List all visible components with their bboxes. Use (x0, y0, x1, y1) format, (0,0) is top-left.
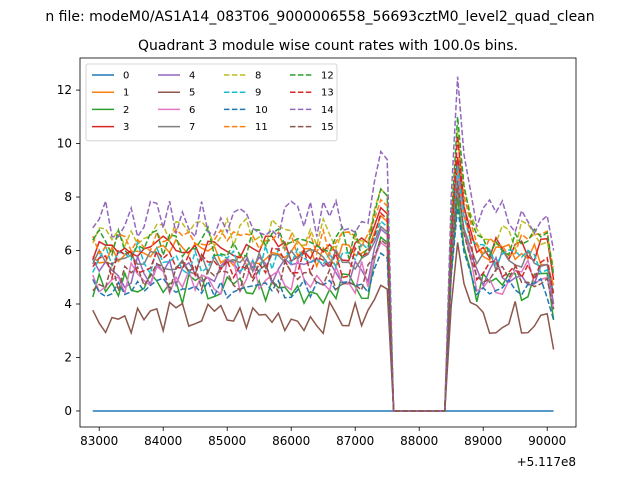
y-tick-label: 0 (64, 404, 72, 418)
series-line-14 (92, 76, 555, 412)
series-line-5 (92, 242, 555, 412)
x-tick-label: 87000 (336, 434, 374, 448)
y-tick-label: 4 (64, 297, 72, 311)
chart-title: Quadrant 3 module wise count rates with … (138, 38, 518, 54)
legend-label-2: 2 (123, 105, 129, 116)
x-axis: 83000 84000 85000 86000 87000 88000 89000 90000 (80, 427, 566, 448)
legend-label-13: 13 (321, 88, 334, 99)
series-line-13 (92, 135, 555, 412)
x-tick-label: 89000 (464, 434, 502, 448)
legend-label-1: 1 (123, 88, 129, 99)
series-line-15 (92, 180, 555, 412)
legend-label-4: 4 (189, 71, 195, 82)
y-tick-label: 2 (64, 350, 72, 364)
series-line-4 (92, 180, 555, 412)
legend-label-14: 14 (321, 105, 334, 116)
legend-label-8: 8 (255, 71, 261, 82)
legend-frame (85, 63, 338, 142)
y-axis: 0 2 4 6 8 10 12 (57, 83, 80, 418)
y-tick-label: 10 (57, 137, 72, 151)
series-line-12 (92, 116, 555, 412)
x-tick-label: 86000 (272, 434, 310, 448)
x-tick-label: 84000 (144, 434, 182, 448)
series-line-11 (92, 138, 555, 412)
legend-label-12: 12 (321, 71, 334, 82)
y-tick-label: 8 (64, 190, 72, 204)
series-line-2 (92, 196, 555, 412)
y-tick-label: 12 (57, 83, 72, 97)
x-tick-label: 83000 (80, 434, 118, 448)
series-line-8 (92, 130, 555, 412)
series-line-7 (92, 188, 555, 412)
legend-label-15: 15 (321, 122, 334, 133)
x-tick-label: 88000 (400, 434, 438, 448)
x-tick-label: 85000 (208, 434, 246, 448)
legend-label-5: 5 (189, 88, 195, 99)
legend-label-7: 7 (189, 122, 195, 133)
y-tick-label: 6 (64, 244, 72, 258)
legend-label-6: 6 (189, 105, 195, 116)
x-tick-label: 90000 (528, 434, 566, 448)
legend-label-9: 9 (255, 88, 261, 99)
figure-suptitle: n file: modeM0/AS1A14_083T06_9000006558_… (45, 9, 594, 25)
legend-label-3: 3 (123, 122, 129, 133)
legend-label-10: 10 (255, 105, 268, 116)
legend-label-0: 0 (123, 71, 129, 82)
legend-label-11: 11 (255, 122, 268, 133)
x-offset-label: +5.117e8 (517, 455, 576, 469)
axes-frame (79, 57, 577, 428)
series-layer (92, 76, 555, 412)
